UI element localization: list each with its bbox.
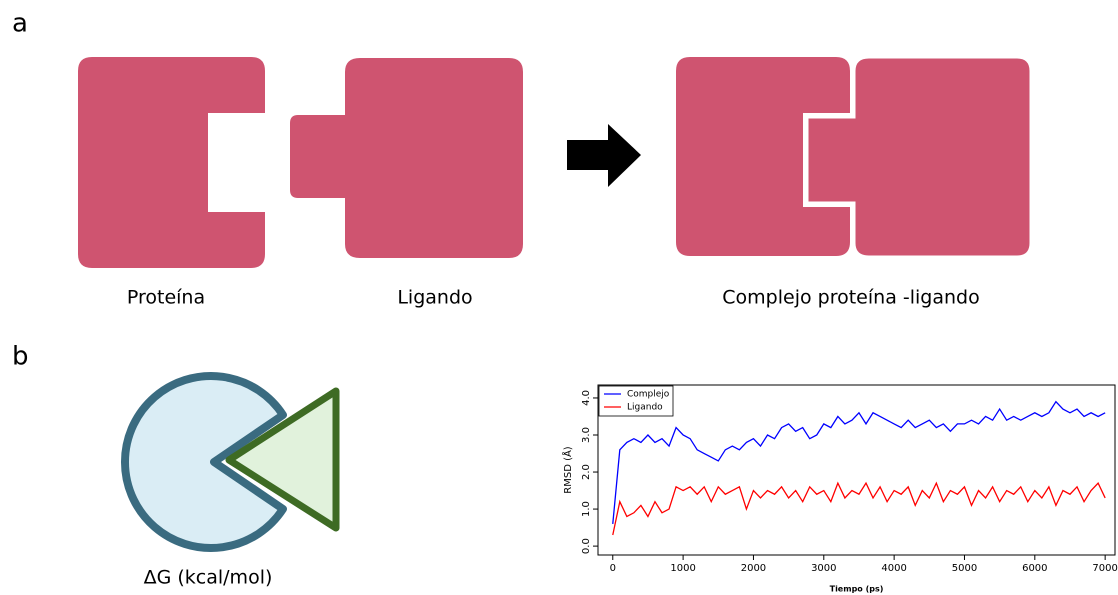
- y-tick-label: 3.0: [581, 427, 592, 443]
- series-line: [613, 483, 1105, 535]
- figure: a b Proteína Ligando Complejo proteína -…: [0, 0, 1118, 595]
- y-tick-label: 4.0: [581, 390, 592, 406]
- x-tick-label: 4000: [881, 563, 906, 574]
- label: Complejo proteína -ligando: [722, 287, 979, 309]
- label: ΔG (kcal/mol): [144, 567, 273, 589]
- panel-letter: a: [12, 9, 28, 39]
- series-line: [613, 402, 1105, 524]
- label: Proteína: [127, 287, 205, 309]
- protein-shape: [78, 57, 265, 268]
- label: Ligando: [397, 287, 472, 309]
- y-tick-label: 1.0: [581, 501, 592, 517]
- legend-label: Complejo: [627, 390, 670, 400]
- x-tick-label: 0: [610, 563, 616, 574]
- x-tick-label: 6000: [1022, 563, 1047, 574]
- y-axis-label: RMSD (Å): [561, 446, 574, 494]
- y-tick-label: 2.0: [581, 464, 592, 480]
- x-tick-label: 7000: [1092, 563, 1117, 574]
- ligand-shape: [290, 58, 523, 258]
- y-tick-label: 0.0: [581, 538, 592, 554]
- legend-label: Ligando: [627, 403, 663, 413]
- plot-frame: [598, 385, 1115, 555]
- x-tick-label: 2000: [741, 563, 766, 574]
- panel-letter: b: [12, 342, 29, 372]
- x-axis-label: Tiempo (ps): [830, 585, 884, 594]
- rmsd-chart: 0 1000 2000 3000 4000 5000 6000 7000 0.0 1.0 2.0 3.…: [561, 385, 1118, 594]
- figure-canvas: a b Proteína Ligando Complejo proteína -…: [0, 0, 1118, 595]
- x-tick-label: 3000: [811, 563, 836, 574]
- x-tick-label: 1000: [670, 563, 695, 574]
- arrow: [567, 124, 641, 187]
- x-tick-label: 5000: [952, 563, 977, 574]
